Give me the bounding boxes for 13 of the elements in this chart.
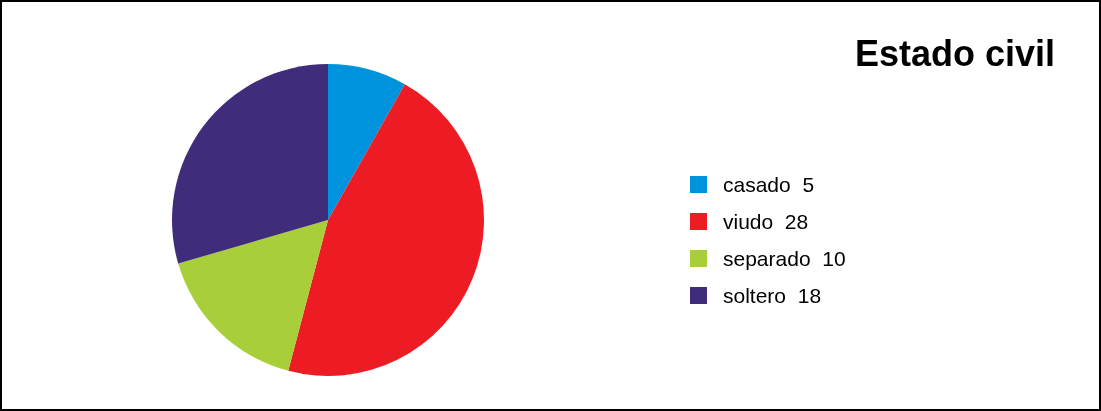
data-label: 18 [797,284,822,307]
pie-slice [288,84,484,376]
pie-slice [178,220,328,371]
text: Estado civil [854,33,1055,74]
legend-label: soltero [723,284,787,307]
pie-slice [328,64,405,220]
data-label: 28 [784,210,809,233]
legend-label: viudo [723,210,774,233]
legend-label: casado [723,173,791,196]
data-label: 10 [822,247,846,270]
legend-label: separado [723,247,811,270]
pie-slice [172,64,328,264]
data-label: 5 [802,173,815,196]
